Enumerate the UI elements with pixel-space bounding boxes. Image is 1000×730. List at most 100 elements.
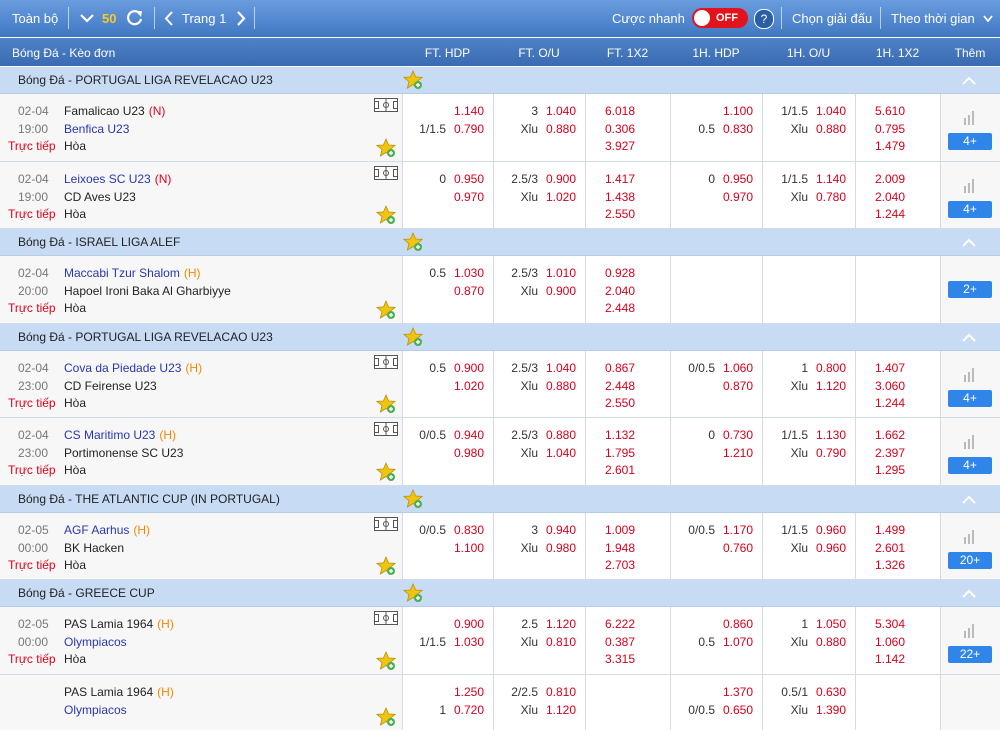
odds-value[interactable]: 1.130 (815, 428, 846, 442)
odds-value[interactable]: 1.010 (545, 266, 576, 280)
odds-value[interactable]: 1.210 (722, 446, 753, 460)
odds-value[interactable]: 2.601 (604, 463, 635, 477)
odds-value[interactable]: 2.040 (604, 284, 635, 298)
odds-value[interactable]: 1.009 (604, 522, 635, 537)
odds-value[interactable]: 0.810 (545, 684, 576, 699)
odds-value[interactable]: 1.100 (722, 104, 753, 118)
odds-value[interactable]: 1.040 (815, 104, 846, 118)
odds-value[interactable]: 2.703 (604, 557, 635, 572)
odds-value[interactable]: 1.244 (874, 206, 905, 221)
odds-value[interactable]: 0.880 (815, 635, 846, 649)
odds-value[interactable]: 0.880 (815, 122, 846, 136)
odds-value[interactable]: 0.960 (815, 522, 846, 537)
odds-value[interactable]: 1.050 (815, 617, 846, 631)
favorite-match[interactable] (375, 461, 397, 485)
odds-value[interactable]: 1.070 (722, 635, 753, 649)
help-button[interactable]: ? (754, 9, 774, 29)
odds-value[interactable]: 0.960 (815, 540, 846, 555)
odds-value[interactable]: 0.860 (722, 617, 753, 631)
odds-value[interactable]: 0.880 (545, 122, 576, 136)
odds-value[interactable]: 0.980 (453, 446, 484, 460)
odds-value[interactable]: 1.020 (453, 378, 484, 393)
odds-value[interactable]: 0.950 (722, 171, 753, 186)
odds-value[interactable]: 0.940 (453, 428, 484, 442)
favorite-match[interactable] (375, 706, 397, 730)
odds-value[interactable]: 1.140 (453, 104, 484, 118)
collapse[interactable] (962, 75, 976, 89)
odds-value[interactable]: 0.810 (545, 635, 576, 649)
favorite-match[interactable] (375, 299, 397, 323)
odds-value[interactable]: 0.867 (604, 360, 635, 375)
sort-arrow[interactable] (983, 15, 993, 22)
odds-value[interactable]: 1.948 (604, 540, 635, 555)
odds-value[interactable]: 1.020 (545, 189, 576, 204)
odds-value[interactable]: 0.795 (874, 122, 905, 136)
stats-icon[interactable] (964, 624, 974, 641)
live-field[interactable] (374, 611, 398, 628)
odds-value[interactable]: 1.040 (545, 104, 576, 118)
odds-value[interactable]: 0.830 (722, 122, 753, 136)
odds-value[interactable]: 3.927 (604, 139, 635, 153)
odds-value[interactable]: 1.390 (815, 702, 846, 717)
stats-icon[interactable] (964, 367, 974, 385)
odds-value[interactable]: 0.650 (722, 702, 753, 717)
more-button[interactable]: 4+ (948, 457, 992, 474)
odds-value[interactable]: 1.662 (874, 428, 905, 442)
odds-value[interactable]: 0.306 (604, 122, 635, 136)
odds-value[interactable]: 2.448 (604, 378, 635, 393)
collapse[interactable] (962, 332, 976, 346)
favorite-league[interactable] (402, 582, 424, 606)
odds-value[interactable]: 1.040 (545, 360, 576, 375)
odds-value[interactable]: 1.040 (545, 446, 576, 460)
favorite-match[interactable] (375, 555, 397, 579)
odds-value[interactable]: 0.900 (545, 171, 576, 186)
all-filter[interactable]: Toàn bộ (12, 11, 59, 26)
stats-icon[interactable] (964, 529, 974, 547)
odds-value[interactable]: 0.970 (722, 189, 753, 204)
odds-value[interactable]: 1.060 (874, 635, 905, 649)
odds-value[interactable]: 0.387 (604, 635, 635, 649)
odds-value[interactable]: 3.060 (874, 378, 905, 393)
odds-value[interactable]: 0.880 (545, 428, 576, 442)
live-field[interactable] (374, 422, 398, 439)
more-button[interactable]: 20+ (948, 551, 992, 569)
odds-value[interactable]: 1.120 (545, 702, 576, 717)
stats-icon[interactable] (964, 111, 974, 128)
favorite-match[interactable] (375, 650, 397, 674)
odds-value[interactable]: 1.250 (453, 684, 484, 699)
live-field[interactable] (374, 516, 398, 534)
refresh-icon[interactable] (126, 9, 144, 27)
collapse[interactable] (962, 494, 976, 508)
odds-value[interactable]: 0.950 (453, 171, 484, 186)
odds-value[interactable]: 0.980 (545, 540, 576, 555)
prev-page[interactable] (164, 11, 174, 26)
odds-value[interactable]: 0.800 (815, 360, 846, 375)
more-button[interactable]: 2+ (948, 281, 992, 298)
odds-value[interactable]: 1.479 (874, 139, 905, 153)
odds-value[interactable]: 2.040 (874, 189, 905, 204)
odds-value[interactable]: 1.417 (604, 171, 635, 186)
odds-value[interactable]: 3.315 (604, 652, 635, 666)
collapse[interactable] (962, 588, 976, 602)
favorite-league[interactable] (402, 69, 424, 93)
odds-value[interactable]: 0.780 (815, 189, 846, 204)
page-label[interactable]: Trang 1 (182, 11, 227, 26)
odds-value[interactable]: 1.407 (874, 360, 905, 375)
more-button[interactable]: 22+ (948, 646, 992, 663)
dropdown-icon[interactable] (80, 13, 94, 23)
odds-value[interactable]: 1.295 (874, 463, 905, 477)
odds-value[interactable]: 1.499 (874, 522, 905, 537)
odds-value[interactable]: 1.142 (874, 652, 905, 666)
odds-value[interactable]: 1.060 (722, 360, 753, 375)
odds-value[interactable]: 2.550 (604, 206, 635, 221)
more-button[interactable]: 4+ (948, 389, 992, 407)
odds-value[interactable]: 1.326 (874, 557, 905, 572)
odds-value[interactable]: 6.222 (604, 617, 635, 631)
odds-value[interactable]: 2.601 (874, 540, 905, 555)
odds-value[interactable]: 1.244 (874, 395, 905, 410)
odds-value[interactable]: 2.397 (874, 446, 905, 460)
favorite-match[interactable] (375, 137, 397, 161)
stats-icon[interactable] (964, 178, 974, 196)
count[interactable]: 50 (102, 11, 117, 26)
odds-value[interactable]: 0.928 (604, 266, 635, 280)
